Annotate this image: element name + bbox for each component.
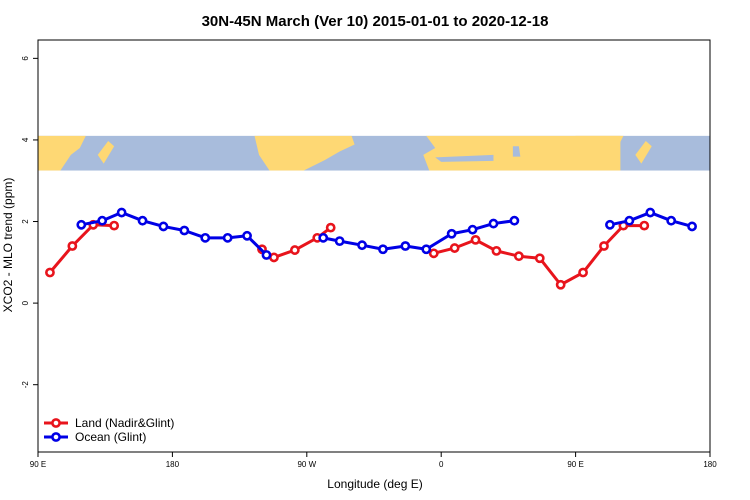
data-point	[45, 267, 55, 278]
data-point	[645, 207, 656, 218]
data-point	[261, 250, 272, 260]
data-point	[509, 215, 520, 226]
data-point	[179, 225, 190, 236]
data-point	[639, 220, 650, 231]
x-axis-ticks: 90 E 180 90 W 0 90 E 180	[30, 452, 717, 469]
data-point	[269, 252, 279, 263]
data-point	[687, 221, 697, 232]
data-point	[334, 236, 345, 247]
data-point	[67, 241, 78, 251]
data-point	[289, 245, 300, 255]
map-land-5	[635, 141, 652, 164]
data-point	[378, 244, 388, 255]
data-point	[491, 245, 502, 256]
legend-swatch-marker	[51, 418, 61, 428]
data-point	[76, 219, 87, 230]
x-tick-label: 90 W	[297, 460, 316, 469]
data-point	[109, 220, 120, 231]
map-land-1	[97, 141, 115, 164]
data-point	[467, 224, 478, 235]
data-point	[624, 215, 635, 226]
y-tick-label: 6	[21, 56, 30, 61]
x-tick-label: 0	[439, 460, 444, 469]
data-point	[158, 221, 169, 232]
data-point	[357, 240, 367, 251]
series-ocean	[76, 207, 697, 260]
x-tick-label: 180	[703, 460, 717, 469]
plot-frame	[37, 39, 711, 453]
legend-label: Ocean (Glint)	[75, 430, 146, 444]
data-point	[222, 232, 233, 243]
data-point	[488, 218, 499, 229]
data-point	[578, 267, 588, 278]
data-point	[428, 248, 439, 259]
data-point	[534, 253, 545, 264]
data-point	[318, 232, 329, 243]
legend: Land (Nadir&Glint)Ocean (Glint)	[44, 416, 174, 444]
data-point	[421, 244, 432, 255]
data-point	[325, 222, 336, 233]
data-point	[137, 215, 148, 226]
legend-swatch-marker	[51, 432, 61, 442]
data-point	[97, 215, 108, 226]
series-line	[322, 219, 515, 251]
map-land-2	[254, 135, 355, 171]
data-point	[200, 232, 211, 243]
map-land-4	[575, 135, 624, 171]
world-map-band	[38, 135, 710, 171]
y-tick-label: -2	[21, 381, 30, 389]
y-axis-ticks: -2 0 2 4 6	[21, 56, 38, 389]
series-layer	[45, 207, 697, 290]
y-tick-label: 2	[21, 219, 30, 224]
x-tick-label: 180	[166, 460, 180, 469]
x-axis-label: Longitude (deg E)	[327, 477, 422, 491]
data-point	[666, 215, 677, 226]
data-point	[555, 279, 566, 290]
series-land	[45, 219, 650, 290]
data-point	[446, 228, 457, 239]
data-point	[470, 234, 481, 245]
series-line	[48, 223, 115, 274]
map-sea	[435, 154, 494, 162]
data-point	[242, 230, 252, 241]
data-point	[116, 207, 127, 218]
data-point	[605, 219, 615, 230]
data-point	[599, 241, 609, 251]
data-point	[513, 251, 524, 262]
series-line	[81, 211, 268, 257]
map-lake	[512, 146, 521, 157]
chart-title: 30N-45N March (Ver 10) 2015-01-01 to 202…	[202, 13, 549, 30]
x-tick-label: 90 E	[30, 460, 46, 469]
map-land-0	[38, 135, 86, 171]
axes	[37, 39, 711, 453]
y-tick-label: 0	[21, 300, 30, 305]
y-axis-label: XCO2 - MLO trend (ppm)	[1, 178, 15, 313]
data-point	[449, 243, 460, 253]
map-land-3	[423, 135, 621, 171]
legend-label: Land (Nadir&Glint)	[75, 416, 174, 430]
data-point	[400, 241, 411, 251]
x-tick-label: 90 E	[567, 460, 583, 469]
y-tick-label: 4	[21, 137, 30, 142]
